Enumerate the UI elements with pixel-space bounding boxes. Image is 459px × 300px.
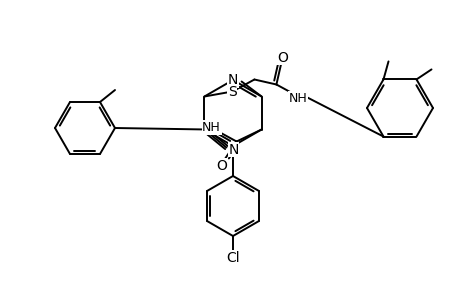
- Text: N: N: [227, 73, 238, 87]
- Text: NH: NH: [202, 121, 220, 134]
- Text: S: S: [228, 85, 236, 98]
- Text: Cl: Cl: [226, 251, 239, 265]
- Text: O: O: [216, 158, 227, 172]
- Text: N: N: [228, 142, 238, 157]
- Text: NH: NH: [288, 92, 307, 105]
- Text: O: O: [276, 50, 287, 64]
